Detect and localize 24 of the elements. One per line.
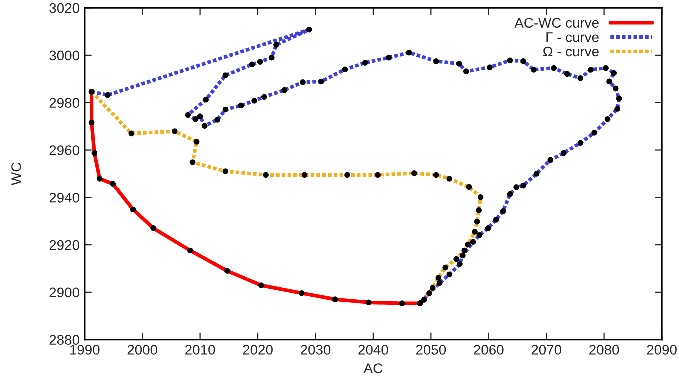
x-tick-label: 2040 bbox=[358, 345, 388, 355]
y-tick-label: 2960 bbox=[50, 146, 80, 156]
x-tick-label: 2060 bbox=[474, 345, 504, 355]
x-tick-label: 2090 bbox=[647, 345, 677, 355]
y-tick-label: 3020 bbox=[50, 3, 80, 14]
x-tick-label: 2030 bbox=[300, 345, 331, 355]
legend-label: AC-WC curve bbox=[514, 18, 599, 28]
y-tick-label: 2920 bbox=[50, 240, 80, 250]
legend-label: Γ - curve bbox=[546, 32, 599, 42]
x-axis-title: AC bbox=[364, 364, 383, 374]
x-tick-label: 2050 bbox=[416, 345, 446, 355]
y-tick-label: 2880 bbox=[50, 335, 80, 346]
legend-label: Ω - curve bbox=[543, 46, 599, 57]
y-tick-label: 3000 bbox=[50, 50, 80, 61]
x-tick-label: 2070 bbox=[532, 345, 562, 355]
x-tick-label: 2020 bbox=[243, 345, 273, 355]
y-tick-label: 2980 bbox=[50, 98, 80, 108]
y-axis-title: WC bbox=[12, 162, 22, 186]
x-tick-label: 1990 bbox=[70, 345, 100, 355]
y-tick-label: 2940 bbox=[50, 192, 80, 203]
x-tick-label: 2010 bbox=[186, 345, 216, 355]
y-tick-label: 2900 bbox=[50, 288, 80, 298]
x-tick-label: 2080 bbox=[590, 345, 620, 355]
x-tick-label: 2000 bbox=[128, 345, 158, 355]
